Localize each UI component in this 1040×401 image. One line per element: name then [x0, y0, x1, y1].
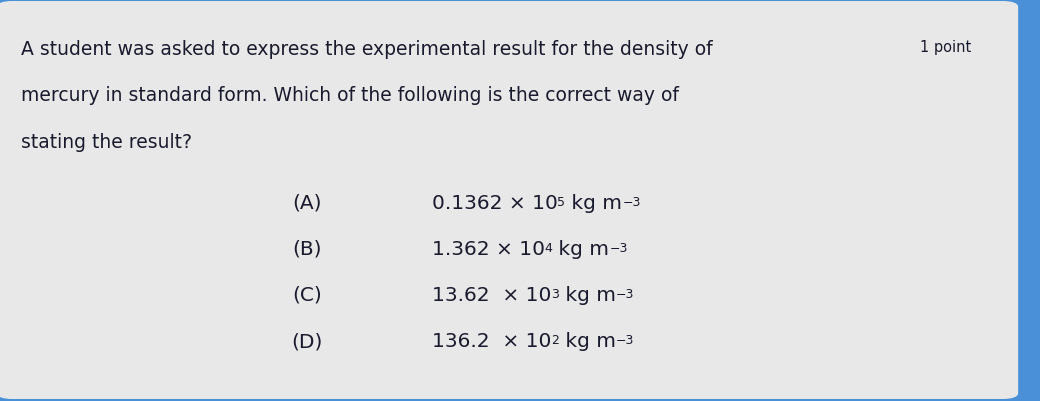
- Text: 5: 5: [557, 195, 566, 208]
- Text: 136.2  × 10: 136.2 × 10: [432, 331, 551, 350]
- Text: mercury in standard form. Which of the following is the correct way of: mercury in standard form. Which of the f…: [21, 86, 679, 105]
- Text: 1 point: 1 point: [920, 40, 971, 55]
- Text: 3: 3: [551, 288, 558, 300]
- Text: 13.62  × 10: 13.62 × 10: [432, 285, 551, 304]
- Text: A student was asked to express the experimental result for the density of: A student was asked to express the exper…: [21, 40, 712, 59]
- Text: −3: −3: [609, 241, 628, 254]
- Text: (A): (A): [292, 193, 321, 212]
- Text: kg m: kg m: [552, 239, 609, 258]
- Text: 4: 4: [545, 241, 552, 254]
- Text: (C): (C): [292, 285, 321, 304]
- Text: kg m: kg m: [558, 285, 616, 304]
- Text: 4: 4: [545, 241, 552, 254]
- Text: 0.1362 × 10: 0.1362 × 10: [432, 193, 557, 212]
- Text: −3: −3: [616, 334, 634, 346]
- Text: (D): (D): [291, 331, 322, 350]
- Text: 5: 5: [557, 195, 566, 208]
- Text: 2: 2: [551, 334, 558, 346]
- Text: 3: 3: [551, 288, 558, 300]
- Text: 1.362 × 10: 1.362 × 10: [432, 239, 545, 258]
- Text: stating the result?: stating the result?: [21, 132, 191, 151]
- Text: 2: 2: [551, 334, 558, 346]
- Text: (B): (B): [292, 239, 321, 258]
- Text: kg m: kg m: [566, 193, 623, 212]
- Text: −3: −3: [616, 288, 634, 300]
- Text: −3: −3: [623, 195, 641, 208]
- Text: kg m: kg m: [558, 331, 616, 350]
